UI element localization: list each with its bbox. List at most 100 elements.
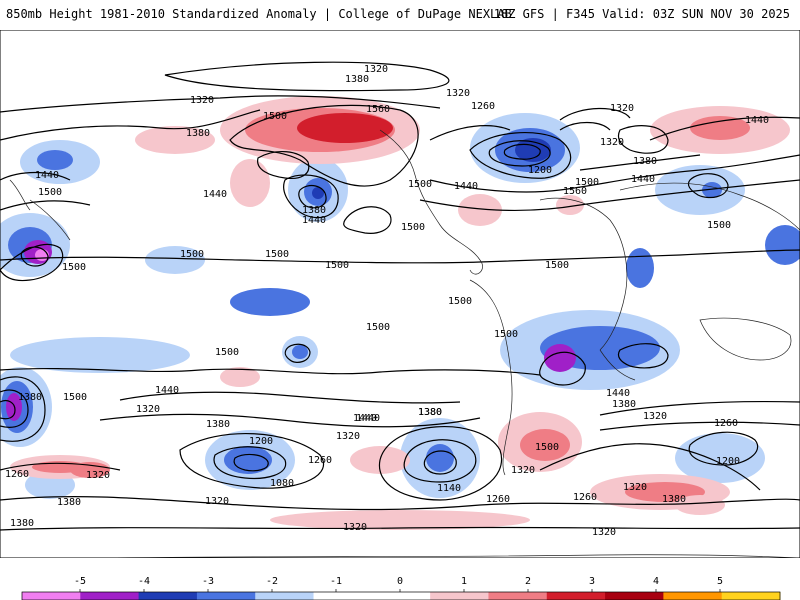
colorbar-tick-label: 3 [589, 576, 595, 587]
colorbar-segment [80, 592, 140, 600]
colorbar-tick-label: -4 [138, 576, 150, 587]
colorbar-tick-label: 5 [717, 576, 723, 587]
anomaly-blob [520, 429, 570, 461]
height-contour [0, 496, 800, 511]
height-contour [403, 439, 477, 483]
height-contour [229, 104, 419, 187]
height-contour [0, 95, 441, 113]
colorbar-segment [721, 592, 781, 600]
colorbar-segment [605, 592, 664, 600]
contour-label: 1440 [606, 388, 630, 399]
height-contour [687, 173, 729, 199]
contour-label: 1500 [494, 329, 518, 340]
contour-label: 1380 [612, 399, 636, 410]
map-title: 850mb Height 1981-2010 Standardized Anom… [6, 7, 512, 21]
height-contour [0, 109, 261, 141]
anomaly-blob [556, 195, 584, 215]
anomaly-blob [312, 187, 324, 199]
anomaly-blob [626, 248, 654, 288]
contour-label: 1260 [486, 494, 510, 505]
contour-label: 1320 [343, 522, 367, 533]
contour-label: 1260 [714, 418, 738, 429]
colorbar-segment [371, 592, 431, 600]
contour-label: 1380 [10, 518, 34, 529]
anomaly-blob [297, 113, 393, 143]
contour-label: 1080 [270, 478, 294, 489]
coastline [469, 279, 513, 476]
height-contour [0, 171, 71, 181]
colorbar-ticks: -5 -4 -3 -2 -1 0 1 2 3 4 5 [74, 576, 723, 592]
anomaly-blob [230, 159, 270, 207]
height-contour [488, 140, 551, 167]
coastline [699, 317, 792, 361]
contour-label: 1500 [180, 249, 204, 260]
contour-label: 1500 [545, 260, 569, 271]
height-contours [0, 61, 800, 531]
height-contour [0, 200, 91, 211]
anomaly-blob [544, 344, 576, 372]
contour-label: 1380 [633, 156, 657, 167]
contour-label: 1320 [364, 64, 388, 75]
contour-label: 1260 [471, 101, 495, 112]
contour-label: 1320 [446, 88, 470, 99]
colorbar-segment [138, 592, 198, 600]
contour-label: 1200 [528, 165, 552, 176]
height-contour [0, 389, 29, 428]
header-bar: 850mb Height 1981-2010 Standardized Anom… [0, 0, 800, 30]
contour-label: 1440 [454, 181, 478, 192]
colorbar-tick-label: 1 [461, 576, 467, 587]
coastline [599, 349, 636, 381]
height-contour [617, 343, 669, 369]
anomaly-blob [220, 367, 260, 387]
contour-label: 1380 [662, 494, 686, 505]
colorbar-segment [22, 592, 81, 600]
height-contour [419, 179, 800, 212]
negative-anomaly-shading [0, 113, 800, 499]
height-contour [233, 453, 269, 472]
anomaly-blob [37, 150, 73, 170]
contour-label: 1380 [418, 407, 442, 418]
colorbar-segment [196, 592, 256, 600]
height-contour [0, 462, 121, 471]
height-contour [119, 391, 461, 404]
contour-label: 1320 [610, 103, 634, 114]
colorbar-segments [21, 591, 781, 600]
anomaly-blob [135, 126, 215, 154]
colorbar-tick-label: -1 [330, 576, 342, 587]
height-contour [599, 421, 800, 431]
anomaly-colorbar: -5 -4 -3 -2 -1 0 1 2 3 4 5 [0, 572, 800, 600]
contour-label: 1500 [38, 187, 62, 198]
anomaly-blob [230, 288, 310, 316]
height-contour [179, 432, 325, 489]
height-contour [0, 367, 541, 376]
contour-label: 1440 [302, 215, 326, 226]
colorbar-segment [663, 592, 723, 600]
colorbar-tick-label: -3 [202, 576, 214, 587]
contour-label: 1440 [745, 115, 769, 126]
height-contour [599, 400, 800, 416]
contour-label: 1320 [205, 496, 229, 507]
anomaly-map: 1320 1380 1320 1380 1500 1560 1440 1500 … [0, 30, 800, 558]
height-contour [284, 343, 311, 363]
anomaly-blob [675, 433, 765, 483]
contour-label: 1320 [592, 527, 616, 538]
height-contour [539, 443, 761, 491]
anomaly-blob [765, 225, 800, 265]
height-contour [164, 61, 450, 92]
contour-label: 1380 [186, 128, 210, 139]
height-contour [99, 413, 481, 428]
anomaly-blob [292, 345, 308, 359]
anomaly-blob [10, 337, 190, 373]
contour-label: 1320 [643, 411, 667, 422]
contour-label: 1380 [18, 392, 42, 403]
contour-label: 1500 [63, 392, 87, 403]
height-contour [0, 376, 46, 442]
contour-label: 1140 [437, 483, 461, 494]
anomaly-blob [270, 510, 530, 530]
contour-label: 1500 [575, 177, 599, 188]
contour-label: 1320 [600, 137, 624, 148]
height-contour [503, 143, 541, 160]
contour-label: 1320 [336, 431, 360, 442]
contour-label: 1500 [448, 296, 472, 307]
height-contour [213, 446, 287, 480]
